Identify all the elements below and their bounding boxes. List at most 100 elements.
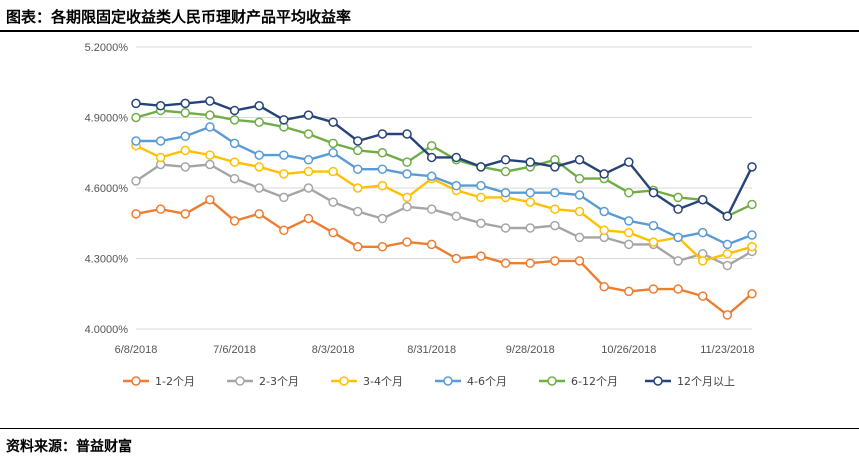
data-point (451, 211, 462, 221)
data-point (180, 145, 191, 156)
data-point (353, 164, 363, 174)
data-point (697, 195, 708, 205)
data-point (205, 122, 215, 132)
legend-item: 12个月以上 (645, 375, 735, 388)
data-point (426, 171, 437, 181)
series-1 (131, 195, 757, 320)
data-point (205, 195, 215, 205)
data-point (673, 284, 683, 294)
data-point (328, 197, 338, 207)
data-point (426, 204, 437, 214)
data-point (673, 256, 683, 266)
x-axis-ticks: 6/8/2018 7/6/2018 8/3/2018 8/31/2018 9/28/20… (115, 344, 755, 356)
data-point (229, 115, 240, 125)
source-divider (0, 428, 859, 429)
data-point (500, 155, 511, 165)
data-point (131, 209, 141, 219)
data-point (648, 187, 659, 198)
legend-item: 6-12个月 (539, 375, 618, 388)
data-point (550, 162, 560, 172)
series-line (135, 144, 753, 263)
series-5 (131, 105, 757, 221)
data-point (426, 239, 437, 250)
data-point (353, 242, 363, 252)
x-tick-label: 7/6/2018 (213, 344, 256, 356)
data-point (205, 150, 215, 160)
data-point (648, 284, 659, 294)
data-point (574, 232, 585, 243)
legend-label: 2-3个月 (259, 375, 299, 388)
data-point (377, 242, 388, 252)
legend: 1-2个月 2-3个月 3-4个月 4-6个月 6-12个月 12个月以上 (123, 375, 735, 388)
data-point (377, 164, 388, 174)
data-point (599, 225, 609, 236)
legend-item: 1-2个月 (123, 375, 195, 388)
data-point (599, 169, 609, 179)
legend-swatch-marker (235, 376, 245, 386)
series-3 (131, 140, 757, 266)
data-point (500, 187, 511, 198)
data-point (722, 249, 733, 259)
data-point (377, 129, 388, 139)
data-point (550, 220, 560, 231)
x-tick-label: 10/26/2018 (601, 344, 656, 356)
data-point (180, 209, 191, 219)
legend-swatch-marker (653, 376, 663, 386)
data-point (476, 192, 486, 203)
legend-label: 3-4个月 (363, 375, 403, 388)
data-point (180, 131, 191, 142)
data-point (525, 258, 535, 268)
data-point (131, 176, 141, 186)
series-group (131, 96, 757, 320)
series-4 (131, 122, 757, 250)
data-point (303, 129, 314, 139)
data-point (574, 190, 585, 200)
legend-label: 1-2个月 (155, 375, 195, 388)
data-point (673, 204, 683, 214)
data-point (500, 166, 511, 177)
data-point (525, 197, 535, 207)
data-point (402, 192, 412, 203)
data-point (525, 223, 535, 233)
data-point (205, 96, 215, 106)
data-point (747, 242, 757, 252)
y-tick-label: 4.0000% (85, 324, 129, 336)
series-6 (131, 96, 757, 221)
data-point (303, 166, 314, 177)
data-point (426, 140, 437, 151)
data-point (402, 157, 412, 167)
legend-item: 3-4个月 (331, 375, 403, 388)
data-point (624, 286, 634, 297)
data-point (550, 204, 560, 214)
data-point (673, 192, 683, 203)
legend-swatch-marker (339, 376, 349, 386)
data-point (353, 183, 363, 193)
data-point (254, 183, 264, 193)
data-point (500, 223, 511, 233)
data-point (328, 166, 338, 177)
data-point (377, 213, 388, 224)
data-point (722, 260, 733, 271)
data-point (229, 105, 240, 116)
data-point (353, 145, 363, 156)
data-point (624, 216, 634, 226)
legend-swatch-marker (443, 376, 453, 386)
x-tick-label: 6/8/2018 (115, 344, 158, 356)
data-point (131, 98, 141, 109)
data-point (254, 209, 264, 219)
data-point (279, 150, 289, 160)
data-point (254, 101, 264, 111)
data-point (574, 256, 585, 266)
data-point (254, 162, 264, 172)
data-point (402, 129, 412, 139)
source-note: 资料来源：普益财富 (6, 439, 132, 455)
data-point (303, 110, 314, 120)
data-point (697, 227, 708, 238)
gridlines (136, 46, 752, 330)
data-point (229, 216, 240, 226)
data-point (574, 173, 585, 184)
data-point (402, 237, 412, 247)
data-point (279, 169, 289, 179)
data-point (254, 117, 264, 127)
data-point (697, 291, 708, 301)
